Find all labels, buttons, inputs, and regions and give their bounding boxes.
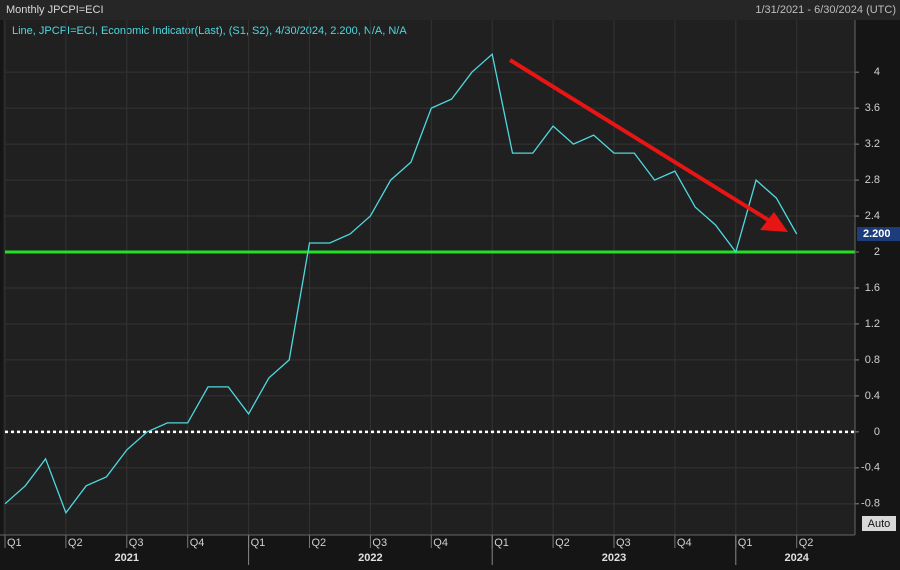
y-tick-label: -0.4 — [861, 462, 880, 474]
y-tick-label: 0 — [874, 426, 880, 438]
y-tick-label: 3.2 — [865, 138, 880, 150]
y-tick-label: 2.4 — [865, 210, 880, 222]
x-tick-label: Q2 — [68, 537, 83, 549]
year-label: 2023 — [602, 552, 626, 564]
series-line — [4, 52, 798, 515]
date-range: 1/31/2021 - 6/30/2024 (UTC) — [755, 4, 896, 16]
y-tick-label: 0.8 — [865, 354, 880, 366]
y-tick-label: 4 — [874, 66, 880, 78]
x-tick-label: Q1 — [494, 537, 509, 549]
y-tick-label: 1.2 — [865, 318, 880, 330]
year-label: 2022 — [358, 552, 382, 564]
trend-arrow-head — [760, 212, 788, 232]
auto-button[interactable] — [862, 516, 896, 531]
last-value-badge — [857, 227, 900, 242]
last-value-label: 2.200 — [863, 228, 891, 240]
y-tick-label: 1.6 — [865, 282, 880, 294]
x-tick-label: Q2 — [555, 537, 570, 549]
x-tick-label: Q2 — [799, 537, 814, 549]
x-tick-label: Q2 — [312, 537, 327, 549]
x-tick-label: Q3 — [616, 537, 631, 549]
x-tick-label: Q1 — [738, 537, 753, 549]
y-tick-label: 3.6 — [865, 102, 880, 114]
x-tick-label: Q4 — [677, 537, 692, 549]
y-tick-label: 2.8 — [865, 174, 880, 186]
trend-arrow — [508, 58, 780, 228]
header-bar — [0, 0, 900, 20]
x-tick-label: Q3 — [129, 537, 144, 549]
chart-title: Monthly JPCPI=ECI — [6, 4, 104, 16]
x-tick-label: Q3 — [372, 537, 387, 549]
y-tick-label: -0.8 — [861, 498, 880, 510]
year-label: 2021 — [115, 552, 139, 564]
x-tick-label: Q4 — [433, 537, 448, 549]
year-label: 2024 — [784, 552, 809, 564]
x-tick-label: Q1 — [251, 537, 266, 549]
y-tick-label: 0.4 — [865, 390, 880, 402]
legend-text: Line, JPCPI=ECI, Economic Indicator(Last… — [12, 25, 407, 37]
plot-area — [3, 20, 855, 535]
x-tick-label: Q4 — [190, 537, 205, 549]
y-tick-label: 2 — [874, 246, 880, 258]
x-tick-label: Q1 — [7, 537, 22, 549]
auto-button-label[interactable]: Auto — [868, 518, 891, 530]
